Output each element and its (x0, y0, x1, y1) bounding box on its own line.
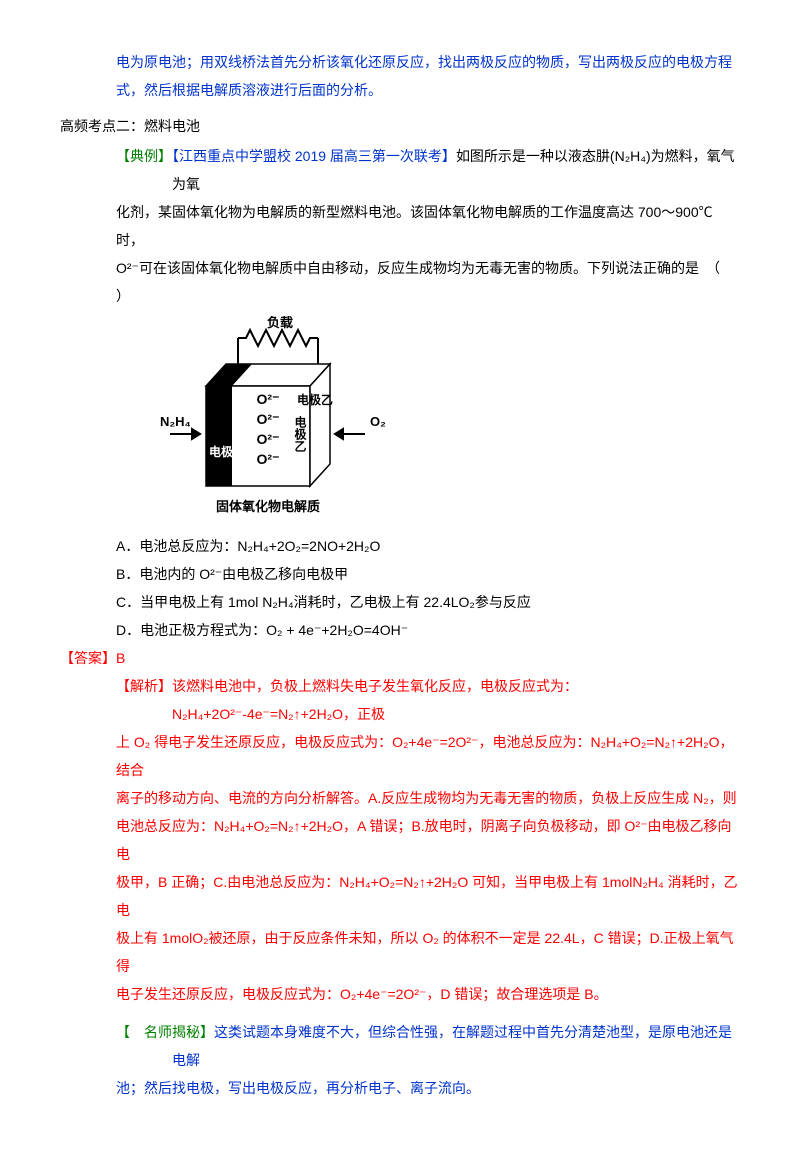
example-body4: ） (60, 282, 740, 310)
intro-line1: 电为原电池；用双线桥法首先分析该氧化还原反应，找出两极反应的物质，写出两极反应的… (60, 48, 740, 76)
tip-tag: 【 名师揭秘】 (116, 1024, 214, 1040)
analysis-body7: 电子发生还原反应，电极反应式为：O₂+4e⁻=2O²⁻，D 错误；故合理选项是 … (60, 980, 740, 1008)
answer-line: 【答案】B (60, 644, 740, 672)
svg-text:N₂H₄: N₂H₄ (160, 414, 191, 429)
svg-text:O₂: O₂ (370, 414, 386, 429)
answer-tag: 【答案】 (60, 650, 116, 666)
intro-line2: 式，然后根据电解质溶液进行后面的分析。 (60, 76, 740, 104)
option-c: C．当甲电极上有 1mol N₂H₄消耗时，乙电极上有 22.4LO₂参与反应 (60, 588, 740, 616)
option-d: D．电池正极方程式为：O₂ + 4e⁻+2H₂O=4OH⁻ (60, 616, 740, 644)
analysis-body2: 上 O₂ 得电子发生还原反应，电极反应式为：O₂+4e⁻=2O²⁻，电池总反应为… (60, 728, 740, 784)
svg-text:电极乙: 电极乙 (293, 415, 307, 452)
svg-text:O²⁻: O²⁻ (257, 431, 280, 447)
analysis-body4: 电池总反应为：N₂H₄+O₂=N₂↑+2H₂O，A 错误；B.放电时，阴离子向负… (60, 812, 740, 868)
svg-text:电极甲: 电极甲 (209, 444, 245, 459)
example-body2: 化剂，某固体氧化物为电解质的新型燃料电池。该固体氧化物电解质的工作温度高达 70… (60, 198, 740, 254)
analysis-body6: 极上有 1molO₂被还原，由于反应条件未知，所以 O₂ 的体积不一定是 22.… (60, 924, 740, 980)
svg-text:电极乙: 电极乙 (297, 392, 333, 407)
example-tag1: 【典例】 (116, 148, 172, 164)
svg-text:O²⁻: O²⁻ (257, 391, 280, 407)
fuel-cell-diagram: 负载 负载 负载 O²⁻ O²⁻ O²⁻ (60, 316, 740, 526)
example-tag2: 【江西重点中学盟校 2019 届高三第一次联考】 (172, 148, 456, 164)
svg-text:负载: 负载 (267, 316, 293, 330)
option-b: B．电池内的 O²⁻由电极乙移向电极甲 (60, 560, 740, 588)
example-body3: O²⁻可在该固体氧化物电解质中自由移动，反应生成物均为无毒无害的物质。下列说法正… (60, 254, 740, 282)
svg-text:O²⁻: O²⁻ (257, 411, 280, 427)
analysis-body5: 极甲，B 正确；C.由电池总反应为：N₂H₄+O₂=N₂↑+2H₂O 可知，当甲… (60, 868, 740, 924)
analysis-body3: 离子的移动方向、电流的方向分析解答。A.反应生成物均为无毒无害的物质，负极上反应… (60, 784, 740, 812)
analysis-line1: 【解析】该燃料电池中，负极上燃料失电子发生氧化反应，电极反应式为：N₂H₄+2O… (60, 672, 740, 728)
section-title: 高频考点二：燃料电池 (60, 112, 740, 140)
example-line1: 【典例】【江西重点中学盟校 2019 届高三第一次联考】如图所示是一种以液态肼(… (60, 142, 740, 198)
svg-text:O²⁻: O²⁻ (257, 451, 280, 467)
svg-text:固体氧化物电解质: 固体氧化物电解质 (216, 499, 320, 514)
tip-body1: 这类试题本身难度不大，但综合性强，在解题过程中首先分清楚池型，是原电池还是电解 (172, 1024, 732, 1068)
analysis-tag: 【解析】 (116, 678, 172, 694)
tip-body2: 池；然后找电极，写出电极反应，再分析电子、离子流向。 (60, 1074, 740, 1102)
answer-value: B (116, 650, 125, 666)
option-a: A．电池总反应为：N₂H₄+2O₂=2NO+2H₂O (60, 532, 740, 560)
analysis-body1: 该燃料电池中，负极上燃料失电子发生氧化反应，电极反应式为：N₂H₄+2O²⁻-4… (172, 678, 578, 722)
tip-line1: 【 名师揭秘】这类试题本身难度不大，但综合性强，在解题过程中首先分清楚池型，是原… (60, 1018, 740, 1074)
